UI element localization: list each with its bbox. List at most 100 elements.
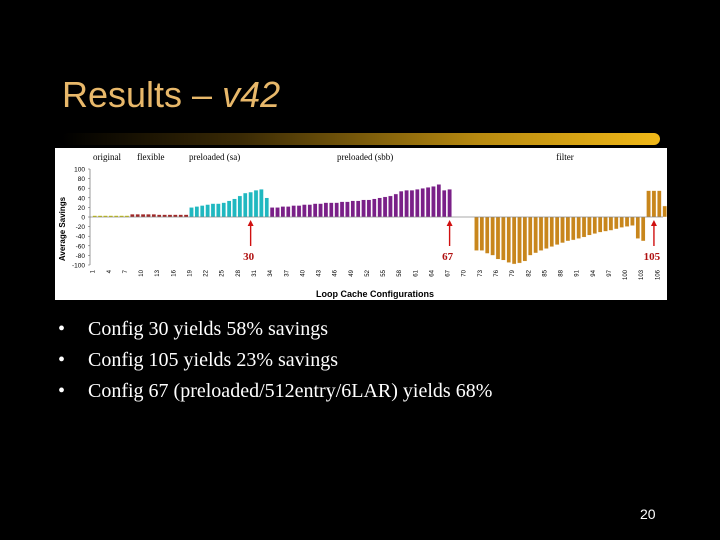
group-label: filter (556, 152, 574, 162)
bar-preloaded-sbb-47 (339, 201, 345, 218)
bar-preloaded-sbb-58 (398, 190, 404, 218)
bar-filter-82 (527, 216, 533, 256)
x-axis-label: Loop Cache Configurations (316, 289, 434, 299)
bullet-text: Config 105 yields 23% savings (88, 349, 338, 371)
bar-preloaded-sbb-62 (420, 188, 426, 218)
x-tick-label: 1 (91, 269, 97, 273)
bar-filter-96 (603, 216, 608, 232)
bar-preloaded-sbb-41 (307, 204, 313, 218)
bar-filter-78 (506, 216, 512, 263)
annotation-label: 67 (442, 251, 454, 263)
bar-preloaded-sbb-50 (355, 200, 361, 218)
x-tick-label: 106 (655, 269, 661, 280)
x-tick-label: 94 (591, 269, 597, 276)
bar-flexible-18 (183, 214, 189, 218)
bullet-item: • Config 105 yields 23% savings (58, 345, 492, 376)
annotation-arrow-head (446, 220, 453, 226)
bar-preloaded-sbb-51 (361, 199, 366, 218)
bar-flexible-12 (151, 213, 157, 218)
savings-bar-chart: original flexible preloaded (sa) preloaded … (58, 152, 667, 299)
bar-filter-101 (630, 216, 635, 226)
x-tick-label: 37 (284, 269, 290, 276)
bar-preloaded-sa-19 (189, 207, 194, 218)
x-tick-label: 73 (478, 269, 484, 276)
annotation-label: 105 (644, 251, 661, 263)
x-tick-label: 88 (559, 269, 565, 276)
x-tick-label: 76 (494, 269, 500, 276)
bar-filter-95 (597, 216, 603, 233)
group-label: preloaded (sa) (189, 152, 240, 162)
x-tick-label: 64 (429, 269, 435, 276)
bar-preloaded-sbb-59 (404, 189, 409, 218)
bar-filter-74 (484, 216, 490, 254)
y-tick-label: 40 (78, 195, 86, 202)
bullet-marker: • (58, 380, 66, 402)
y-tick-label: -100 (72, 263, 85, 270)
y-tick-label: 100 (74, 167, 85, 174)
bar-flexible-15 (167, 214, 173, 218)
annotation-arrow-head (650, 220, 657, 226)
bar-flexible-10 (140, 213, 146, 218)
x-tick-label: 91 (575, 269, 581, 276)
bar-flexible-11 (146, 213, 151, 218)
bar-preloaded-sbb-53 (372, 198, 377, 218)
bar-preloaded-sbb-57 (393, 193, 399, 218)
bar-preloaded-sbb-44 (323, 202, 329, 218)
bar-preloaded-sa-24 (216, 203, 221, 218)
x-tick-label: 52 (365, 269, 371, 276)
bar-filter-89 (565, 216, 571, 242)
bar-preloaded-sbb-54 (377, 197, 382, 218)
x-tick-label: 7 (123, 269, 129, 273)
bar-filter-99 (619, 216, 624, 228)
bar-preloaded-sa-29 (242, 192, 248, 218)
annotation-arrow-head (247, 220, 254, 226)
bar-filter-107 (662, 205, 667, 218)
bar-preloaded-sa-30 (248, 191, 253, 218)
bar-preloaded-sa-31 (253, 189, 259, 218)
bar-filter-80 (517, 216, 522, 264)
bar-preloaded-sa-21 (199, 205, 205, 218)
bar-flexible-8 (130, 213, 135, 218)
x-tick-label: 34 (268, 269, 274, 276)
bar-filter-105 (651, 190, 657, 218)
y-tick-label: -60 (76, 243, 86, 250)
bar-filter-81 (522, 216, 528, 262)
bar-filter-75 (490, 216, 495, 256)
y-tick-label: 20 (78, 205, 86, 212)
bar-preloaded-sbb-38 (291, 205, 296, 218)
bar-filter-77 (501, 216, 506, 261)
x-tick-label: 13 (155, 269, 161, 276)
bar-flexible-13 (156, 214, 162, 218)
bar-preloaded-sbb-63 (425, 187, 431, 218)
x-tick-label: 49 (349, 269, 355, 276)
x-tick-label: 100 (623, 269, 629, 280)
bullet-item: • Config 30 yields 58% savings (58, 314, 492, 345)
x-tick-label: 55 (381, 269, 387, 276)
bar-preloaded-sbb-46 (334, 202, 339, 218)
bar-preloaded-sbb-37 (285, 206, 291, 218)
x-tick-label: 43 (317, 269, 323, 276)
savings-chart-panel: original flexible preloaded (sa) preloaded … (55, 148, 667, 300)
x-tick-label: 97 (607, 269, 613, 276)
y-tick-label: -20 (76, 224, 86, 231)
x-tick-label: 10 (139, 269, 145, 276)
bar-filter-87 (554, 216, 560, 246)
bullet-marker: • (58, 318, 66, 340)
y-tick-label: 60 (78, 186, 86, 193)
bar-preloaded-sbb-60 (409, 189, 415, 218)
bar-filter-91 (576, 216, 581, 239)
bar-preloaded-sbb-40 (302, 204, 307, 218)
x-tick-label: 58 (397, 269, 403, 276)
bar-preloaded-sbb-55 (382, 196, 388, 218)
bar-filter-102 (635, 216, 641, 239)
annotation-label: 30 (243, 251, 255, 263)
bar-preloaded-sbb-49 (350, 200, 356, 218)
bar-filter-88 (560, 216, 565, 244)
bar-preloaded-sbb-56 (388, 195, 393, 218)
x-tick-label: 85 (542, 269, 548, 276)
bar-flexible-9 (135, 213, 141, 218)
bar-preloaded-sa-28 (237, 195, 243, 218)
bar-preloaded-sbb-65 (436, 184, 442, 218)
x-tick-label: 82 (526, 269, 532, 276)
x-tick-label: 79 (510, 269, 516, 276)
